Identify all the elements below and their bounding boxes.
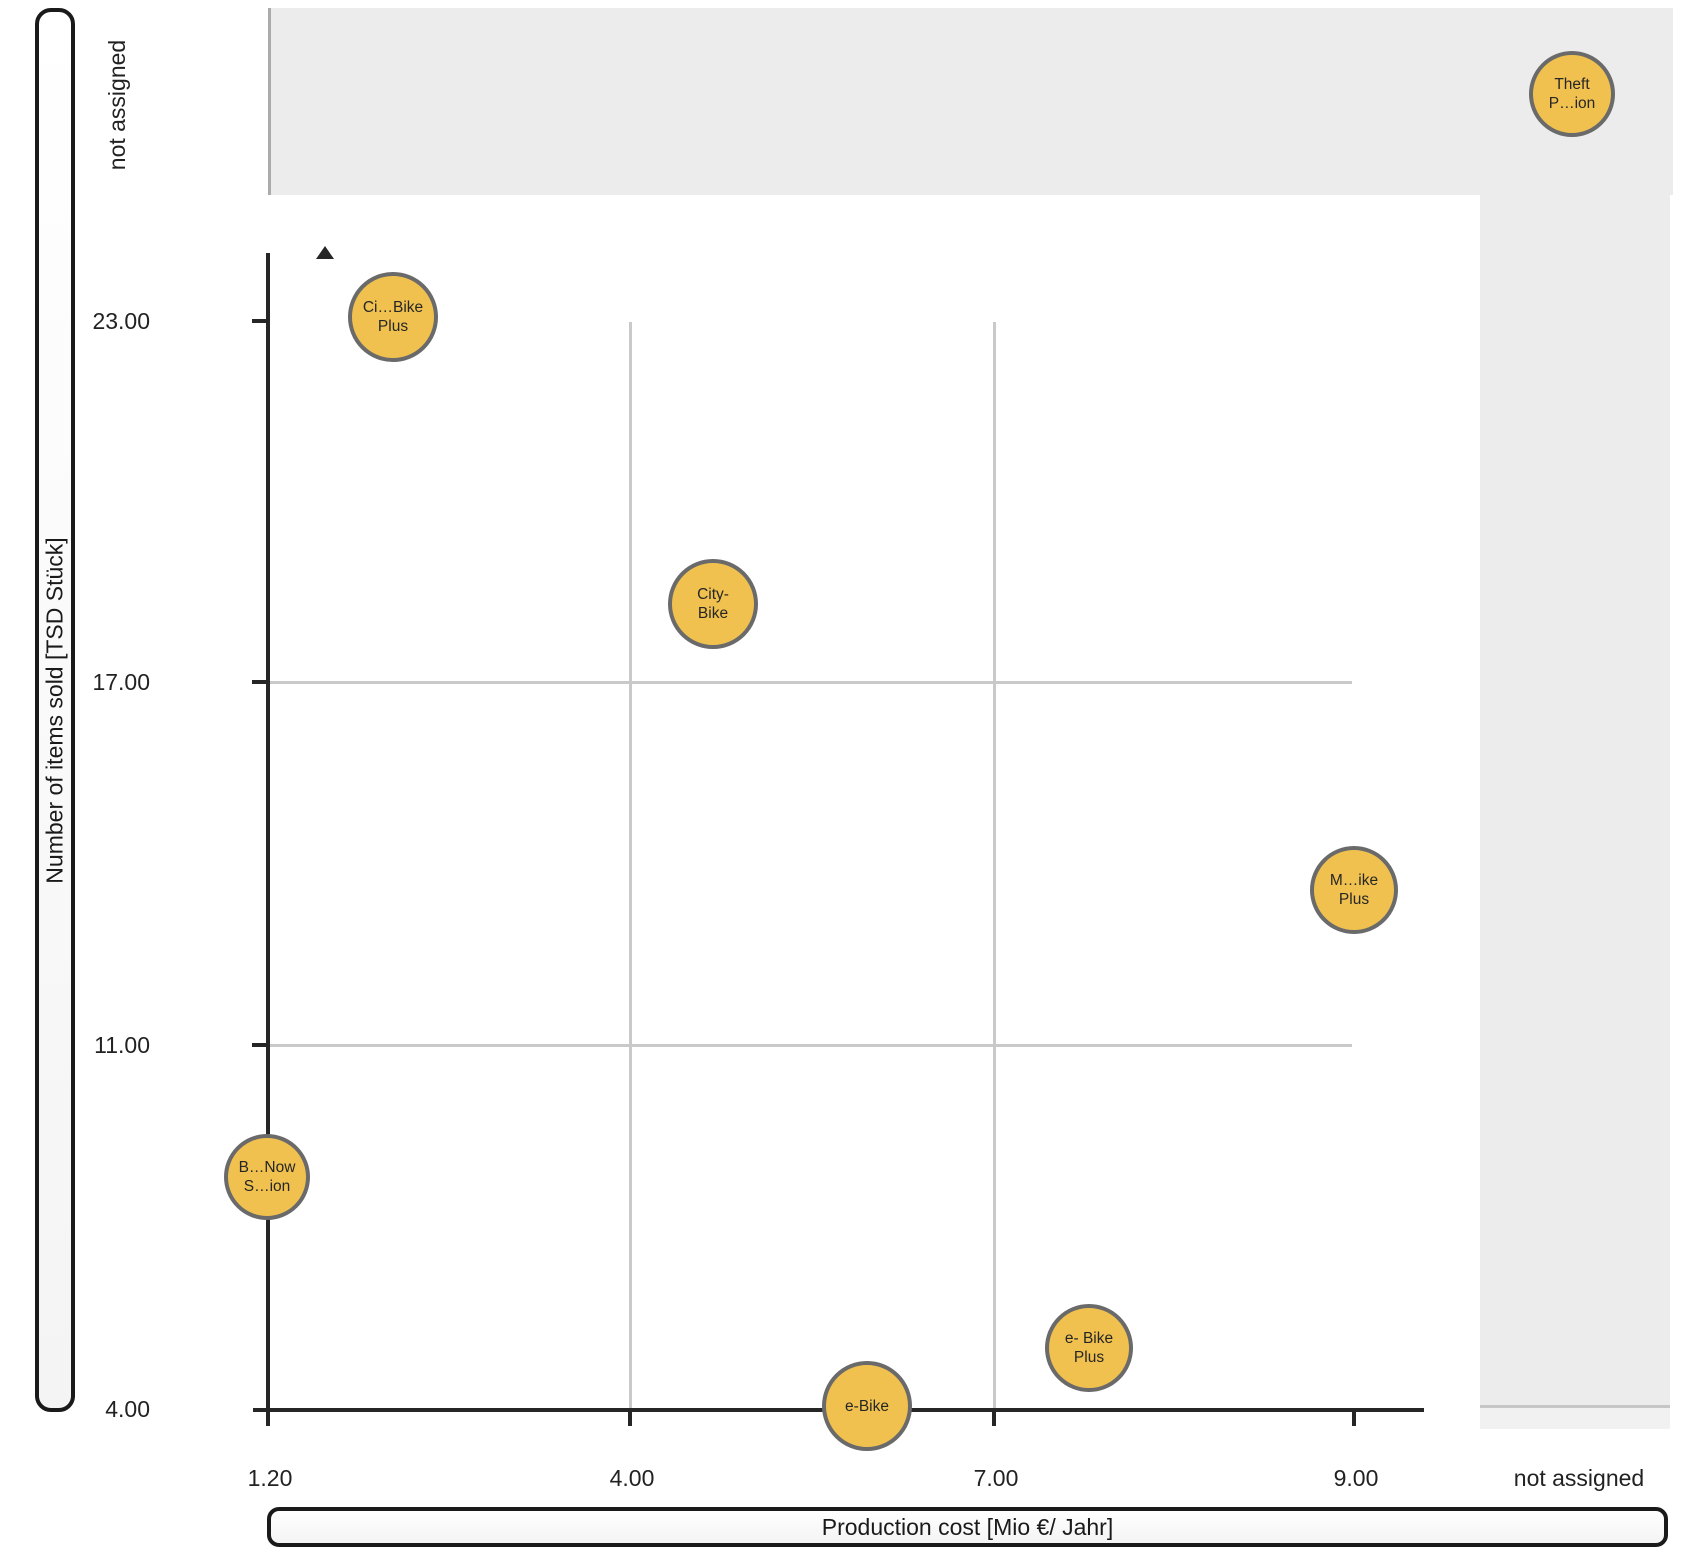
- y-tick-mark: [252, 680, 268, 684]
- not-assigned-zone-right-edge: [1480, 1405, 1670, 1408]
- bubble-label: Bike: [697, 605, 729, 622]
- vertical-gridline: [993, 322, 996, 1409]
- bubble-label: City-: [697, 586, 729, 603]
- bubble-b-now-s-ion[interactable]: B…Now S…ion: [224, 1134, 310, 1220]
- x-tick-label: 7.00: [973, 1465, 1019, 1491]
- bubble-city-bike[interactable]: City- Bike: [668, 559, 758, 649]
- bubble-ci-bike-plus[interactable]: Ci…Bike Plus: [348, 272, 438, 362]
- x-tick-label: 9.00: [1333, 1465, 1379, 1491]
- x-tick-label: not assigned: [1513, 1465, 1645, 1491]
- vertical-gridline: [629, 322, 632, 1409]
- y-tick-label: 11.00: [94, 1032, 150, 1058]
- x-tick-mark: [992, 1411, 996, 1426]
- y-tick-label: 17.00: [92, 669, 150, 695]
- x-tick-mark: [1352, 1411, 1356, 1426]
- horizontal-gridline: [270, 681, 1352, 684]
- bubble-label: M…ike: [1329, 872, 1379, 889]
- x-tick-mark: [628, 1411, 632, 1426]
- y-axis-title-bar[interactable]: Number of items sold [TSD Stück]: [35, 8, 75, 1412]
- x-tick-label: 4.00: [609, 1465, 655, 1491]
- y-tick-mark: [252, 1043, 268, 1047]
- not-assigned-zone-right: [1480, 195, 1670, 1405]
- bubble-label: Theft: [1554, 76, 1590, 93]
- y-tick-mark: [252, 319, 268, 323]
- y-tick-label: 23.00: [92, 308, 150, 334]
- bubble-label: P…ion: [1548, 95, 1596, 112]
- bubble-label: e- Bike: [1064, 1330, 1114, 1347]
- bubble-label: Plus: [1338, 891, 1370, 908]
- bubble-label: S…ion: [243, 1178, 291, 1195]
- y-axis-arrow-icon: [316, 246, 334, 259]
- y-axis-not-assigned-label: not assigned: [104, 39, 130, 171]
- y-axis-title: Number of items sold [TSD Stück]: [41, 536, 68, 884]
- bubble-label: B…Now: [238, 1159, 296, 1176]
- bubble-label: Ci…Bike: [362, 299, 424, 316]
- bubble-label: e-Bike: [845, 1397, 889, 1415]
- bubble-e-bike[interactable]: e-Bike: [822, 1361, 912, 1451]
- bubble-label: Plus: [1073, 1349, 1105, 1366]
- y-tick-label: 4.00: [105, 1396, 150, 1422]
- not-assigned-zone-top: [268, 8, 1673, 195]
- bubble-m-bike-plus[interactable]: M…ike Plus: [1310, 846, 1398, 934]
- y-axis-line: [266, 253, 270, 1426]
- x-tick-label: 1.20: [247, 1465, 293, 1491]
- bubble-label: Plus: [377, 318, 409, 335]
- x-axis-title-bar[interactable]: Production cost [Mio €/ Jahr]: [267, 1507, 1668, 1547]
- horizontal-gridline: [270, 1044, 1352, 1047]
- bubble-theft-p-ion[interactable]: Theft P…ion: [1529, 51, 1615, 137]
- not-assigned-zone-right-tail: [1480, 1408, 1670, 1429]
- bubble-e-bike-plus[interactable]: e- Bike Plus: [1045, 1304, 1133, 1392]
- x-axis-title: Production cost [Mio €/ Jahr]: [821, 1513, 1114, 1540]
